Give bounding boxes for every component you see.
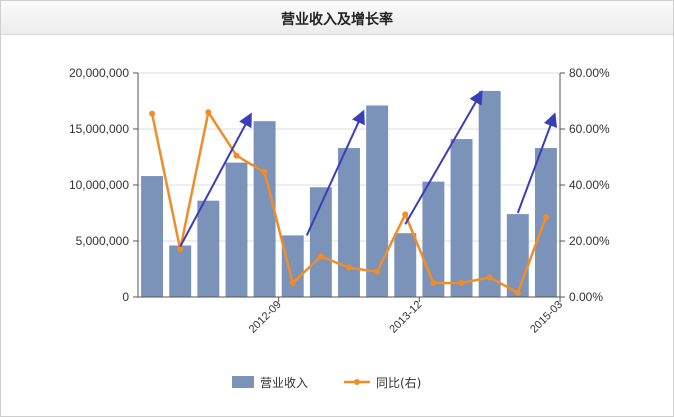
bar — [338, 148, 360, 297]
trend-arrow — [404, 90, 483, 225]
bar — [253, 121, 276, 297]
y-left-tick-label: 20,000,000 — [69, 66, 129, 80]
trend-arrow — [516, 112, 558, 214]
line-point — [514, 289, 521, 296]
legend: 营业收入 同比(右) — [232, 375, 421, 390]
line-point — [402, 211, 409, 218]
legend-swatch-revenue — [232, 376, 254, 388]
chart-title: 营业收入及增长率 — [281, 12, 393, 28]
line-point — [317, 253, 324, 260]
line-point — [149, 110, 156, 117]
bar-series — [141, 90, 557, 297]
bar — [366, 105, 389, 297]
line-point — [374, 268, 381, 275]
legend-label-revenue: 营业收入 — [260, 376, 308, 390]
bar — [422, 181, 445, 297]
line-point — [430, 280, 437, 286]
line-point — [486, 274, 493, 281]
bar — [141, 176, 164, 297]
trend-arrow — [305, 109, 365, 236]
x-tick-label: 2013-12 — [387, 299, 424, 336]
line-point — [458, 280, 465, 286]
y-left-tick-label: 0 — [122, 290, 129, 304]
y-right-tick-label: 0.00% — [569, 290, 603, 304]
line-point — [289, 280, 296, 286]
y-right-tick-label: 40.00% — [569, 178, 610, 192]
trend-arrow — [179, 112, 252, 248]
bar — [169, 245, 192, 297]
line-point — [205, 109, 212, 116]
bar — [534, 148, 557, 297]
line-point — [177, 246, 184, 253]
y-left-tick-label: 15,000,000 — [69, 122, 129, 136]
bar — [506, 214, 529, 297]
bar — [394, 233, 417, 297]
bar — [450, 139, 473, 297]
bar — [478, 90, 501, 297]
panel-header: 营业收入及增长率 — [1, 1, 673, 35]
line-point — [542, 214, 549, 221]
line-point — [233, 152, 240, 159]
line-point — [346, 264, 352, 271]
y-left-tick-label: 5,000,000 — [76, 234, 130, 248]
bar — [197, 200, 220, 297]
trend-arrows — [179, 90, 558, 248]
legend-marker-yoy — [354, 379, 360, 385]
bar — [225, 162, 248, 297]
bar — [281, 235, 304, 297]
line-point — [261, 169, 268, 176]
line-series — [149, 108, 549, 296]
y-left-tick-label: 10,000,000 — [69, 178, 129, 192]
y-right-tick-label: 60.00% — [569, 122, 610, 136]
x-tick-label: 2015-03 — [528, 299, 565, 336]
y-right-tick-label: 20.00% — [569, 234, 610, 248]
legend-label-yoy: 同比(右) — [376, 375, 421, 390]
x-tick-label: 2012-09 — [247, 299, 284, 336]
y-right-tick-label: 80.00% — [569, 66, 610, 80]
